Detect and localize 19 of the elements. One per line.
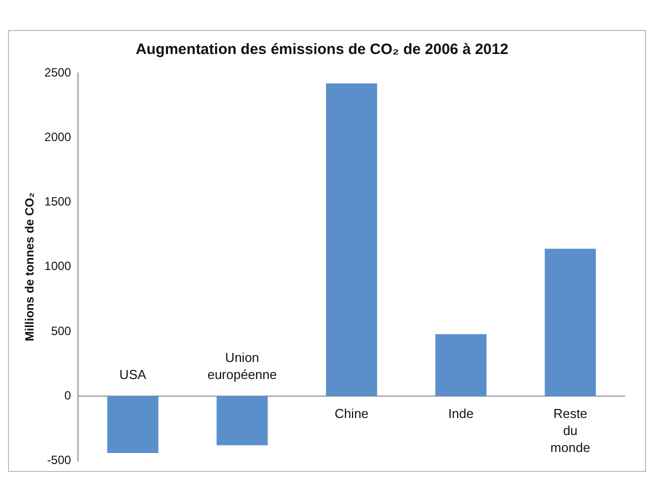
x-tick-label: USA (119, 367, 146, 382)
bar (544, 248, 596, 396)
y-tick-label: 2000 (44, 130, 72, 144)
bar (216, 396, 268, 446)
bar (435, 334, 486, 396)
y-axis-title: Millions de tonnes de CO₂ (22, 192, 37, 342)
y-tick-label: 2500 (44, 65, 72, 80)
bar (326, 83, 378, 396)
x-tick-label: Chine (334, 406, 369, 422)
y-tick-label: -500 (47, 453, 72, 468)
bar (107, 396, 158, 454)
chart-title: Augmentation des émissions de CO₂ de 2006 à 2012 (136, 41, 508, 58)
x-tick-label: Union européenne (207, 350, 277, 382)
y-tick-label: 1500 (44, 194, 72, 209)
x-tick-label: Inde (448, 406, 474, 422)
y-tick-label: 1000 (44, 259, 72, 274)
x-tick-label: Reste du monde (550, 406, 590, 456)
y-tick-label: 0 (64, 388, 72, 402)
y-tick-label: 500 (51, 324, 72, 338)
